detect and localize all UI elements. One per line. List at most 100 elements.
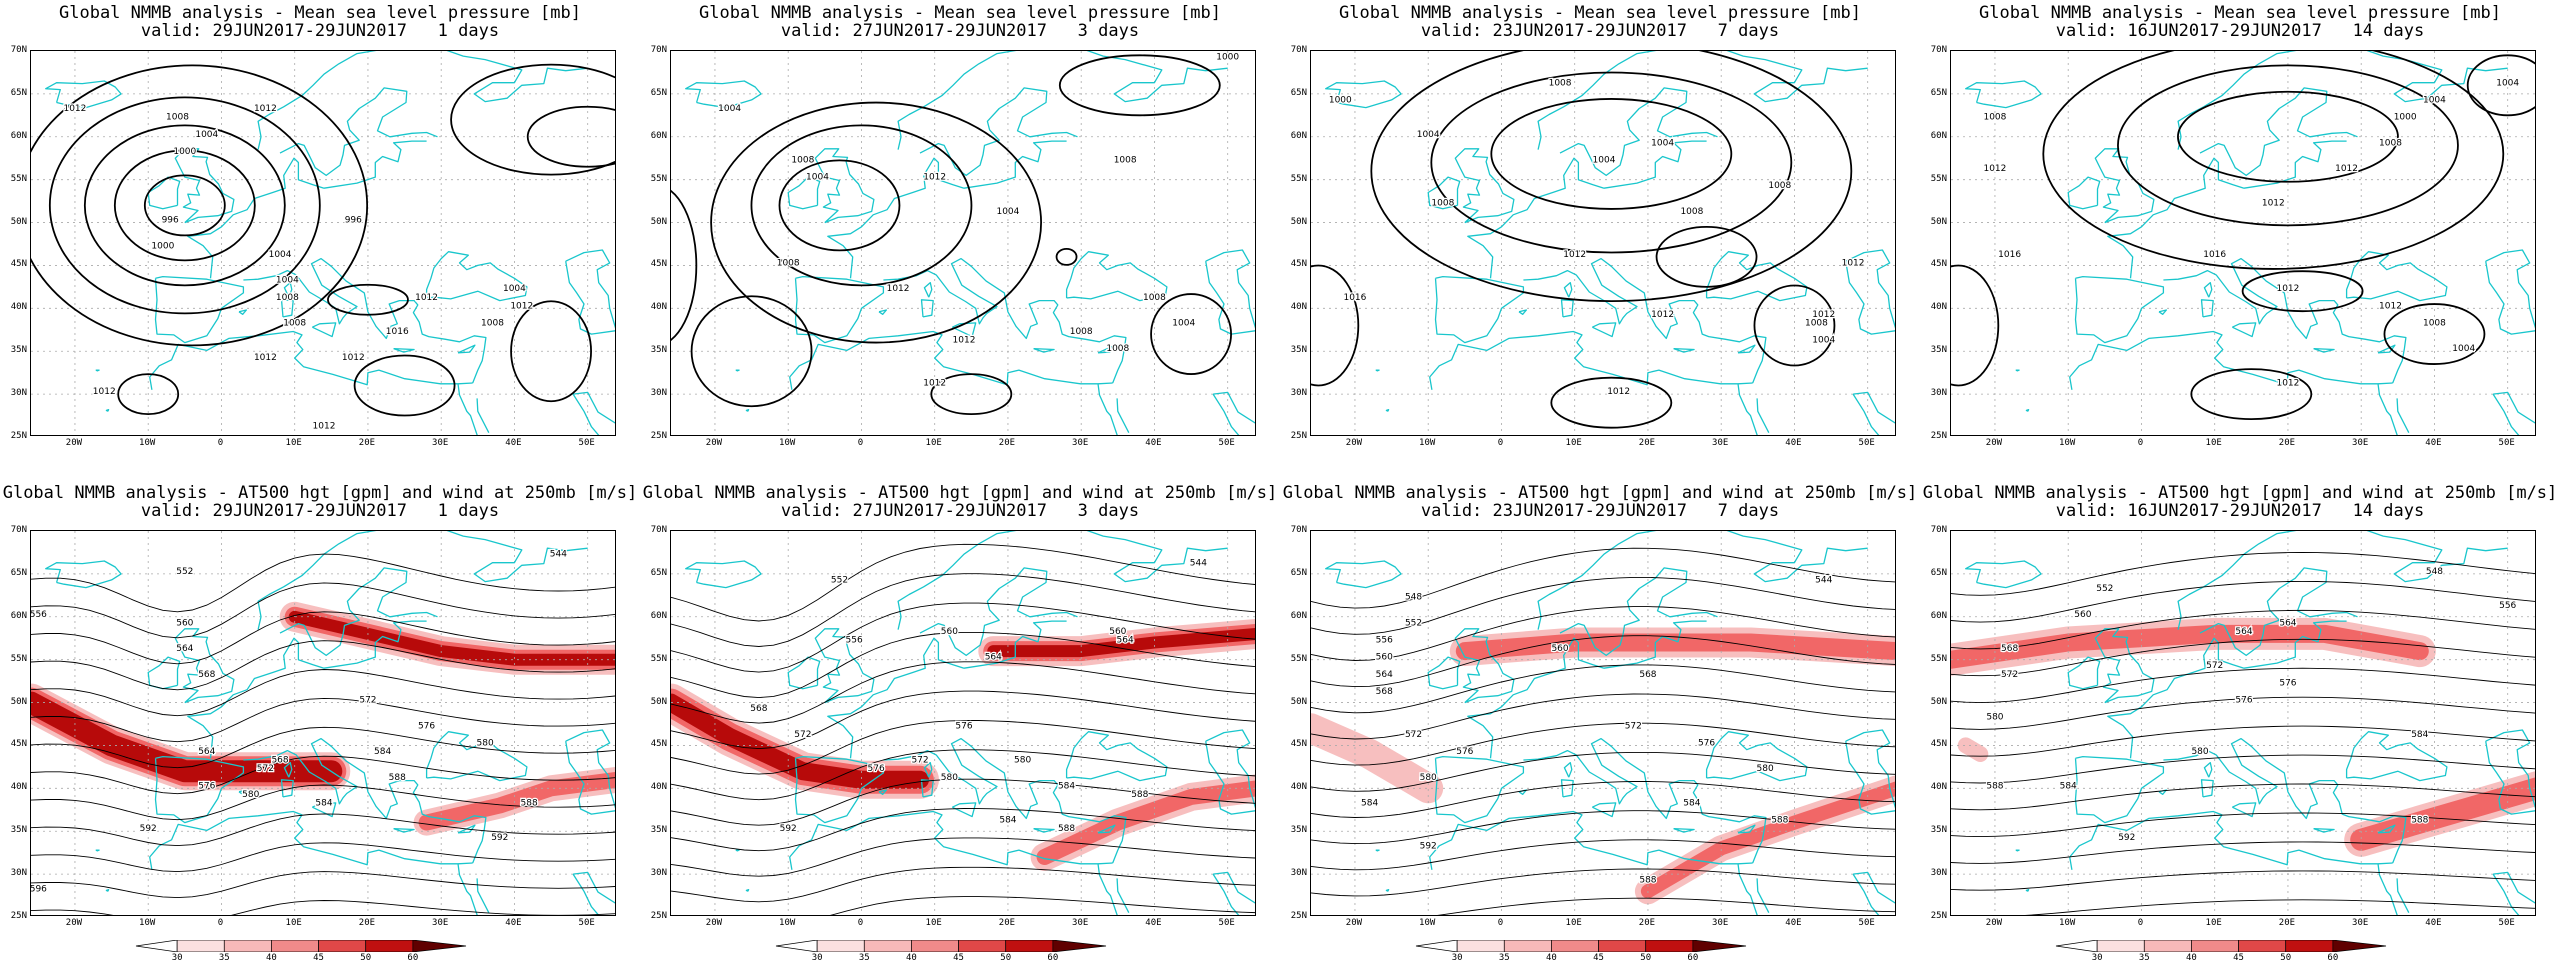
map-svg: 548 552 556 560 564 568 572 576 580 584 588 592 564 5… — [1951, 531, 2535, 915]
longitude-label: 30E — [432, 438, 449, 448]
contour-label: 1012 — [510, 301, 533, 311]
contour-label: 556 — [846, 636, 863, 646]
colorbar-label: 35 — [1498, 953, 1510, 963]
height-contour — [671, 749, 1255, 801]
latitude-label: 30N — [1930, 868, 1947, 879]
contour-label: 560 — [2074, 610, 2091, 620]
coastline — [1429, 810, 1753, 870]
jet-shade-light — [1957, 737, 1989, 762]
coastline — [919, 87, 1078, 177]
isobar — [510, 300, 592, 403]
coastline — [2067, 656, 2101, 690]
panel-title-line1: Global NMMB analysis - Mean sea level pr… — [1339, 3, 1861, 23]
longitude-label: 20E — [358, 438, 376, 448]
contour-label: 576 — [2279, 678, 2296, 688]
contour-label: 1004 — [1417, 130, 1440, 140]
latitude-label: 25N — [1930, 431, 1947, 441]
map-area: 1000 1004 1008 1012 1008 1004 1004 1008 1012 1008… — [670, 50, 1256, 436]
coastline — [1454, 148, 1515, 224]
panel-title-line2: valid: 16JUN2017-29JUN2017 14 days — [2055, 501, 2425, 521]
coastline — [1375, 849, 1380, 852]
longitude-label: 10W — [139, 918, 156, 928]
coastline — [794, 755, 885, 824]
colorbar-label: 45 — [2233, 953, 2244, 963]
coastline — [2368, 531, 2508, 583]
longitude-label: 20E — [1638, 918, 1656, 928]
coastline — [1116, 878, 1130, 913]
coastline — [2177, 531, 2369, 630]
contour-label: 580 — [477, 738, 494, 748]
contour-label: 1004 — [269, 250, 292, 260]
contour-label: 1004 — [1651, 138, 1674, 148]
coastline — [2396, 878, 2410, 913]
coastline — [1537, 51, 1729, 150]
coastline — [1673, 827, 1695, 833]
coastline — [745, 408, 750, 412]
latitude-label: 30N — [10, 388, 27, 399]
coastline — [1853, 871, 1895, 904]
jet-shade-mid — [1036, 780, 1255, 865]
height-contour — [1437, 897, 1895, 915]
coastline — [919, 567, 1078, 657]
height-contour — [31, 842, 615, 873]
colorbar-segment — [176, 940, 225, 952]
latitude-label: 60N — [1290, 130, 1307, 141]
coastline — [565, 729, 615, 815]
coastline — [1097, 344, 1116, 354]
contour-label: 556 — [1376, 636, 1393, 646]
jet-shade-dark — [987, 628, 1255, 658]
coastline — [2199, 567, 2358, 657]
height-contour — [1311, 839, 1895, 871]
contour-label: 580 — [2191, 747, 2208, 757]
height-contour — [1951, 841, 2535, 864]
height-contour — [1311, 576, 1895, 635]
coastline — [2177, 51, 2369, 150]
coastline — [147, 176, 181, 210]
coastline — [685, 560, 762, 589]
coastline — [2493, 871, 2535, 904]
colorbar-label: 60 — [1047, 953, 1059, 963]
map-area: 1012 1012 1008 1004 1000 996 996 1000 1004 1004 10… — [30, 50, 616, 436]
colorbar-segment — [1052, 940, 1107, 952]
height-contour — [1311, 810, 1895, 845]
colorbar-segment — [1551, 940, 1599, 952]
longitude-label: 10E — [925, 918, 942, 928]
latitude-label: 55N — [1290, 653, 1307, 664]
contour-label: 556 — [2499, 601, 2516, 611]
panel-title: Global NMMB analysis - AT500 hgt [gpm] a… — [640, 484, 1280, 520]
colorbar-segment — [2332, 940, 2387, 952]
latitude-label: 60N — [650, 610, 667, 621]
contour-label: 1004 — [806, 173, 829, 183]
contour-label: 588 — [521, 798, 538, 808]
coastline — [897, 531, 1089, 630]
contour-label: 548 — [1405, 593, 1422, 603]
latitude-label: 50N — [10, 696, 27, 707]
latitude-label: 50N — [1290, 696, 1307, 707]
map-panel-mslp-2: Global NMMB analysis - Mean sea level pr… — [640, 0, 1280, 480]
coastline — [476, 398, 490, 433]
coastline — [952, 322, 977, 338]
latitude-label: 30N — [10, 868, 27, 879]
isobar — [1055, 247, 1078, 266]
colorbar-label: 35 — [2138, 953, 2150, 963]
coastline — [1852, 873, 1880, 915]
latitude-label: 65N — [1290, 567, 1307, 578]
latitude-label: 45N — [1290, 739, 1307, 750]
longitude-label: 30E — [2352, 438, 2369, 448]
coastline — [1728, 51, 1868, 103]
panel-title-line1: Global NMMB analysis - Mean sea level pr… — [1979, 3, 2501, 23]
isobar — [31, 64, 368, 347]
coastline — [2025, 408, 2030, 412]
latitude-label: 25N — [1930, 911, 1947, 921]
latitude-label: 50N — [10, 216, 27, 227]
coastline — [280, 299, 294, 318]
coastline — [257, 51, 449, 150]
coastline — [1213, 391, 1255, 424]
contour-label: 1012 — [1842, 258, 1865, 268]
height-contour — [671, 602, 1255, 673]
longitude-label: 30E — [2352, 918, 2369, 928]
colorbar-segment — [223, 940, 272, 952]
panel-title: Global NMMB analysis - Mean sea level pr… — [640, 4, 1280, 40]
contour-label: 588 — [1986, 781, 2003, 791]
colorbar-label: 60 — [2327, 953, 2339, 963]
